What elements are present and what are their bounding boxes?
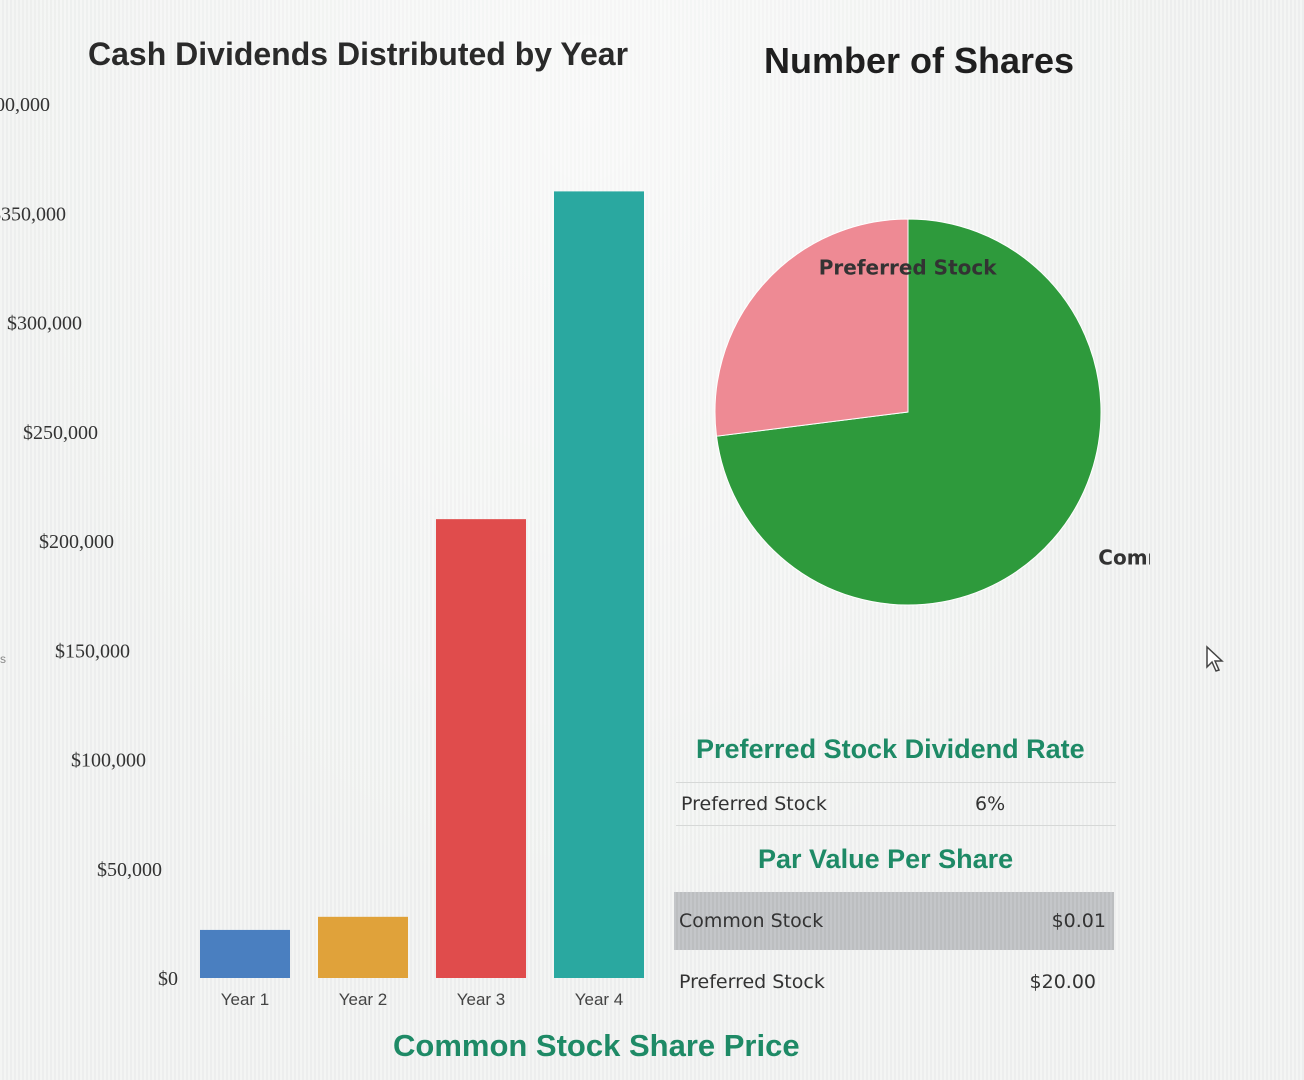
- bar: [200, 929, 290, 978]
- y-tick-label: $100,000: [71, 750, 146, 772]
- dividend-rate-label: Preferred Stock: [681, 793, 827, 815]
- pie-label: Common Stock: [1098, 545, 1150, 569]
- y-tick-label: $400,000: [0, 94, 50, 116]
- dividend-rate-value: 6%: [975, 793, 1006, 815]
- y-tick-label: $0: [158, 968, 178, 990]
- y-tick-label: $150,000: [55, 640, 130, 662]
- y-tick-label: $300,000: [7, 313, 82, 335]
- par-value-label: Common Stock: [679, 910, 824, 932]
- pie-label: Preferred Stock: [819, 255, 997, 279]
- bar: [318, 916, 408, 978]
- par-value-amount: $0.01: [1051, 910, 1106, 932]
- bar: [554, 191, 644, 978]
- dividend-rate-title: Preferred Stock Dividend Rate: [696, 734, 1085, 764]
- pie-slice: [714, 218, 909, 437]
- pie-chart: Common Stock Preferred Stock: [714, 218, 1150, 606]
- x-tick-label: Year 1: [221, 990, 270, 1009]
- y-tick-label: $50,000: [97, 859, 162, 881]
- bar-chart-title: Cash Dividends Distributed by Year: [88, 36, 629, 72]
- bar-chart: $0 $50,000 $100,000 $150,000 $200,000 $250,00…: [0, 94, 644, 1009]
- y-tick-label: $250,000: [23, 422, 98, 444]
- dividend-rate-row: Preferred Stock 6%: [676, 782, 1116, 826]
- par-value-row-common: Common Stock $0.01: [674, 892, 1114, 950]
- share-price-title: Common Stock Share Price: [393, 1028, 800, 1063]
- par-value-label: Preferred Stock: [679, 971, 825, 993]
- x-tick-label: Year 2: [339, 990, 388, 1009]
- x-tick-label: Year 4: [575, 990, 624, 1009]
- mouse-cursor-icon: [1206, 645, 1224, 672]
- par-value-amount: $20.00: [1029, 971, 1096, 993]
- edge-mark: s: [0, 652, 6, 666]
- x-tick-label: Year 3: [457, 990, 506, 1009]
- pie-chart-title: Number of Shares: [764, 40, 1075, 81]
- bar: [436, 519, 526, 978]
- pie-slice: [715, 218, 1102, 606]
- par-value-title: Par Value Per Share: [758, 844, 1014, 874]
- par-value-row-preferred: Preferred Stock $20.00: [674, 952, 1114, 1010]
- y-tick-label: $200,000: [39, 531, 114, 553]
- y-tick-label: $350,000: [0, 203, 66, 225]
